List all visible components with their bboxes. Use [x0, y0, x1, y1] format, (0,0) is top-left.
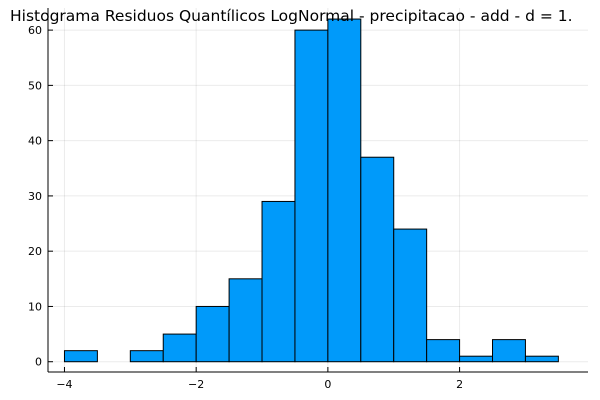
histogram-bar — [524, 355, 559, 363]
y-tick-label: 50 — [28, 79, 42, 92]
y-tick-label: 20 — [28, 245, 42, 258]
histogram-bar — [294, 29, 329, 363]
histogram-bar — [459, 355, 494, 363]
histogram-bar — [360, 156, 395, 363]
histogram-bar — [393, 228, 428, 363]
histogram-bar — [426, 339, 461, 363]
y-tick-label: 60 — [28, 24, 42, 37]
x-tick-label: −2 — [188, 378, 204, 391]
chart-title: Histograma Residuos Quantílicos LogNorma… — [10, 7, 573, 25]
histogram-bar — [129, 350, 164, 363]
histogram-bar — [195, 305, 230, 363]
histogram-bar — [63, 350, 98, 363]
x-tick-label: 2 — [456, 378, 463, 391]
histogram-bar — [162, 333, 197, 363]
histogram-bar — [228, 278, 263, 363]
y-tick-label: 10 — [28, 300, 42, 313]
histogram-bar — [327, 18, 362, 363]
y-tick-label: 0 — [35, 356, 42, 369]
x-tick-label: −4 — [56, 378, 72, 391]
histogram-bar — [261, 200, 296, 363]
histogram-bars — [63, 18, 559, 363]
y-tick-label: 30 — [28, 190, 42, 203]
x-tick-label: 0 — [324, 378, 331, 391]
y-tick-label: 40 — [28, 135, 42, 148]
axes — [47, 8, 588, 373]
histogram-bar — [492, 339, 526, 363]
